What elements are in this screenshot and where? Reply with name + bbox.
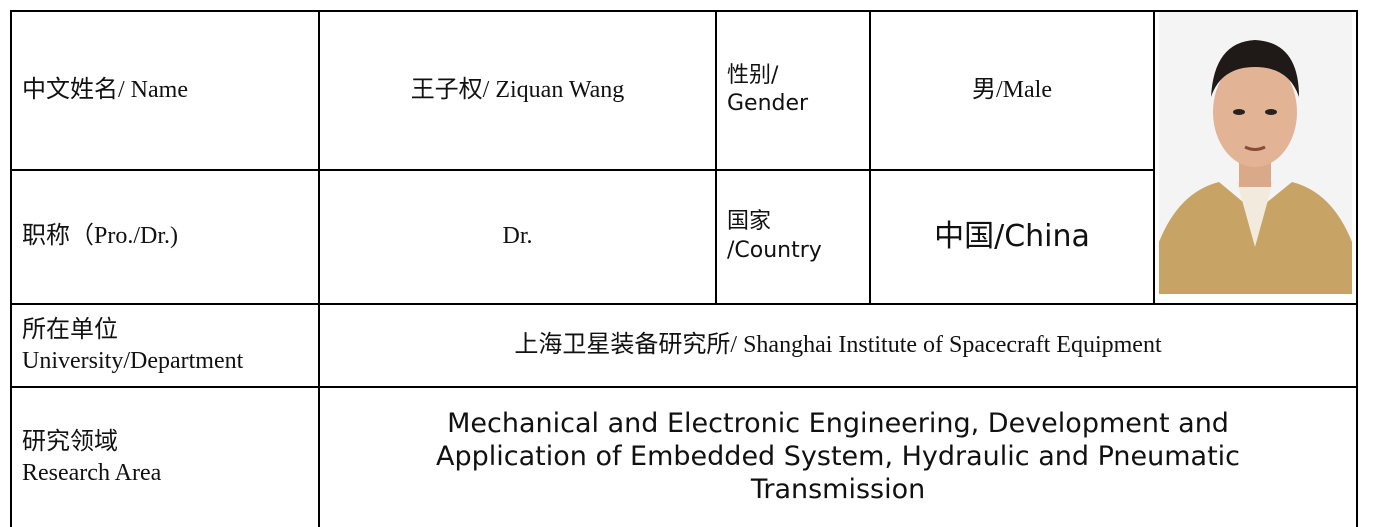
value-cell: Mechanical and Electronic Engineering, D… — [317, 386, 1359, 527]
row: 研究领域 Research Area Mechanical and Electro… — [10, 386, 1359, 527]
text-line: Gender — [727, 91, 809, 117]
text-line: 所在单位 — [22, 316, 118, 343]
text-line: Application of Embedded System, Hydrauli… — [436, 441, 1241, 473]
label-cell: 职称（Pro./Dr.) — [10, 168, 320, 306]
text-line: /Country — [727, 237, 822, 263]
label-cell: 国家/Country — [715, 168, 871, 306]
text-line: University/Department — [22, 347, 244, 374]
row: 所在单位 University/Department 上海卫星装备研究所/ Sha… — [10, 303, 1359, 389]
profile-table: 中文姓名/ Name 王子权/ Ziquan Wang 性别/Gender 男/… — [10, 9, 1359, 527]
profile-table-wrap: 中文姓名/ Name 王子权/ Ziquan Wang 性别/Gender 男/… — [10, 9, 1359, 527]
photo-cell — [1152, 9, 1359, 306]
text-line: Research Area — [22, 459, 162, 486]
text-line: 性别/ — [727, 62, 779, 88]
text-line: 研究领域 — [22, 428, 118, 455]
value-cell: 上海卫星装备研究所/ Shanghai Institute of Spacecr… — [317, 303, 1359, 389]
label-cell: 中文姓名/ Name — [10, 10, 320, 171]
label-cell: 性别/Gender — [715, 10, 871, 171]
text-line: 国家 — [727, 209, 772, 235]
value-cell: 中国/China — [869, 168, 1155, 306]
row: 职称（Pro./Dr.) Dr. 国家/Country 中国/China — [10, 168, 1357, 306]
label-cell: 研究领域 Research Area — [10, 386, 320, 527]
row: 中文姓名/ Name 王子权/ Ziquan Wang 性别/Gender 男/… — [10, 9, 1359, 306]
value-cell: Dr. — [318, 168, 717, 306]
value-cell: 王子权/ Ziquan Wang — [318, 10, 717, 171]
label-cell: 所在单位 University/Department — [10, 303, 320, 389]
text-line: Mechanical and Electronic Engineering, D… — [447, 408, 1229, 440]
photo — [1159, 12, 1352, 294]
value-cell: 男/Male — [869, 10, 1155, 171]
text-line: Transmission — [750, 474, 926, 506]
